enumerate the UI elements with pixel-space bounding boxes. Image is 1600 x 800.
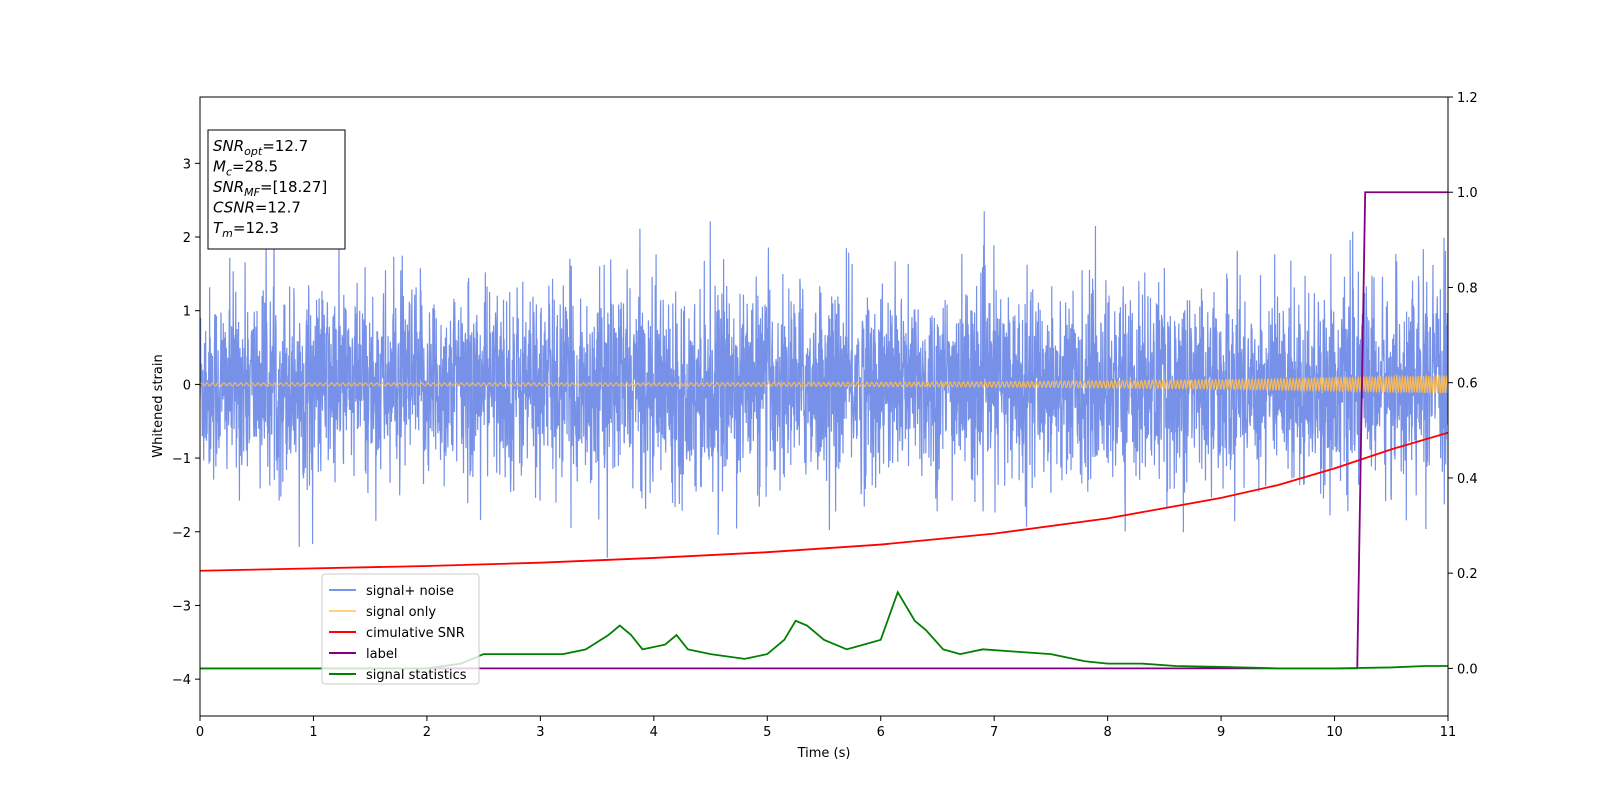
annotation-subscript: m <box>222 227 233 240</box>
y-right-tick-label: 0.0 <box>1457 662 1478 677</box>
y-axis-left: 3 2 1 0 −1 −2 −3 −4 <box>172 157 200 688</box>
y-axis-right: 1.2 1.0 0.8 0.6 0.4 0.2 0.0 <box>1448 91 1478 677</box>
y-right-tick-label: 1.2 <box>1457 91 1478 106</box>
x-axis: 0 1 2 3 4 5 6 7 8 9 10 11 <box>196 716 1456 740</box>
annotation-value: =28.5 <box>232 158 278 176</box>
x-tick-label: 9 <box>1217 725 1225 740</box>
x-tick-label: 3 <box>536 725 544 740</box>
y-left-tick-label: 3 <box>183 157 191 172</box>
annotation-line: Tm=12.3 <box>213 219 279 240</box>
y-right-tick-label: 0.8 <box>1457 281 1478 296</box>
x-tick-label: 0 <box>196 725 204 740</box>
y-axis-label: Whitened strain <box>151 354 166 457</box>
annotation-subscript: c <box>226 166 232 179</box>
x-tick-label: 8 <box>1103 725 1111 740</box>
annotation-line: SNRMF=[18.27] <box>213 178 327 199</box>
legend-label: signal+ noise <box>366 584 454 599</box>
x-tick-label: 5 <box>763 725 771 740</box>
legend-label: signal statistics <box>366 668 467 683</box>
y-right-tick-label: 0.6 <box>1457 377 1478 392</box>
x-tick-label: 10 <box>1326 725 1343 740</box>
y-left-tick-label: 2 <box>183 231 191 246</box>
legend-label: cimulative SNR <box>366 626 465 641</box>
annotation-value: =12.3 <box>233 219 279 237</box>
series-signal-statistics <box>200 590 1448 670</box>
annotation-symbol: SNR <box>213 178 244 196</box>
annotation-value: =[18.27] <box>260 178 327 196</box>
annotation-value: =12.7 <box>255 199 301 217</box>
x-tick-label: 6 <box>877 725 885 740</box>
y-left-tick-label: −3 <box>172 599 191 614</box>
series-signal-only <box>200 373 1448 395</box>
y-left-tick-label: −1 <box>172 452 191 467</box>
series-layer <box>200 191 1448 670</box>
y-right-tick-label: 1.0 <box>1457 186 1478 201</box>
annotation-subscript: opt <box>244 145 263 158</box>
x-tick-label: 2 <box>423 725 431 740</box>
legend-frame <box>321 573 480 685</box>
legend: signal+ noise signal only cimulative SNR la… <box>321 573 480 685</box>
annotation-box: SNRopt=12.7Mc=28.5SNRMF=[18.27]CSNR=12.7… <box>207 129 346 250</box>
plot-frame <box>199 96 1449 717</box>
annotation-symbol: CSNR <box>213 199 255 217</box>
legend-label: label <box>366 647 397 662</box>
annotation-symbol: T <box>213 219 224 237</box>
legend-label: signal only <box>366 605 436 620</box>
annotation-value: =12.7 <box>262 137 308 155</box>
y-left-tick-label: 0 <box>183 378 191 393</box>
x-tick-label: 11 <box>1440 725 1457 740</box>
x-tick-label: 1 <box>309 725 317 740</box>
x-tick-label: 7 <box>990 725 998 740</box>
annotation-symbol: M <box>213 158 226 176</box>
y-right-tick-label: 0.2 <box>1457 567 1478 582</box>
annotation-line: Mc=28.5 <box>213 158 278 179</box>
series-cumulative-snr <box>200 431 1448 572</box>
series-label <box>200 191 1448 670</box>
annotation-line: SNRopt=12.7 <box>213 137 308 158</box>
y-right-tick-label: 0.4 <box>1457 472 1478 487</box>
x-tick-label: 4 <box>650 725 658 740</box>
x-axis-label: Time (s) <box>797 746 851 761</box>
y-left-tick-label: 1 <box>183 305 191 320</box>
annotation-subscript: MF <box>244 186 260 199</box>
annotation-symbol: SNR <box>213 137 244 155</box>
series-signal-noise <box>200 211 1448 558</box>
annotation-line: CSNR=12.7 <box>213 199 301 217</box>
y-left-tick-label: −4 <box>172 673 191 688</box>
y-left-tick-label: −2 <box>172 526 191 541</box>
annotation-frame <box>207 129 346 250</box>
